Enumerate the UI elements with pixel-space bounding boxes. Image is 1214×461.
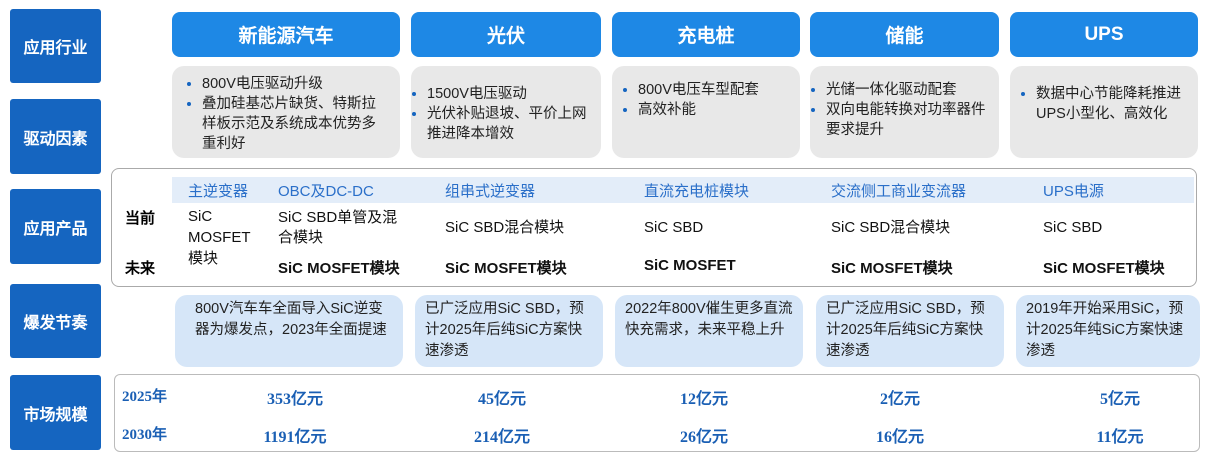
driver-item: 1500V电压驱动	[427, 84, 597, 104]
row-label-drivers: 驱动因素	[10, 99, 101, 174]
row-label-industry: 应用行业	[10, 9, 101, 83]
products-header-band	[172, 177, 1194, 203]
product-current: SiC MOSFET模块	[188, 208, 251, 267]
driver-item: 双向电能转换对功率器件要求提升	[826, 100, 995, 140]
industry-pv: 光伏	[411, 12, 601, 57]
burst-ev: 800V汽车车全面导入SiC逆变器为爆发点，2023年全面提速	[175, 295, 403, 367]
market-value-2030: 11亿元	[1096, 429, 1144, 446]
driver-item: 800V电压驱动升级	[202, 74, 390, 94]
driver-item: 高效补能	[638, 100, 790, 120]
products-panel	[111, 168, 1197, 287]
burst-ups: 2019年开始采用SiC，预计2025年纯SiC方案快速渗透	[1016, 295, 1200, 367]
product-future: SiC MOSFET模块	[1043, 260, 1165, 277]
market-value-2025: 45亿元	[477, 391, 527, 408]
driver-pv: 1500V电压驱动 光伏补贴退坡、平价上网推进降本增效	[411, 66, 601, 158]
driver-item: 800V电压车型配套	[638, 80, 790, 100]
driver-item: 叠加硅基芯片缺货、特斯拉样板示范及系统成本优势多重利好	[202, 94, 390, 154]
driver-charging: 800V电压车型配套 高效补能	[612, 66, 800, 158]
product-name: 主逆变器	[188, 183, 249, 200]
product-name: UPS电源	[1043, 183, 1104, 200]
market-value-2030: 214亿元	[473, 429, 531, 446]
product-future: SiC MOSFET模块	[445, 260, 567, 277]
product-current: SiC SBD单管及混合模块	[278, 209, 398, 246]
burst-pv: 已广泛应用SiC SBD，预计2025年后纯SiC方案快速渗透	[415, 295, 603, 367]
row-label-products: 应用产品	[10, 189, 101, 264]
product-name: OBC及DC-DC	[278, 183, 374, 200]
current-label: 当前	[125, 210, 156, 227]
industry-charging: 充电桩	[612, 12, 800, 57]
driver-ups: 数据中心节能降耗推进UPS小型化、高效化	[1010, 66, 1198, 158]
driver-item: 光储一体化驱动配套	[826, 80, 995, 100]
market-value-2030: 16亿元	[875, 429, 925, 446]
market-value-2025: 5亿元	[1099, 391, 1141, 408]
market-value-2025: 353亿元	[266, 391, 324, 408]
product-current: SiC SBD混合模块	[445, 219, 565, 236]
industry-ups: UPS	[1010, 12, 1198, 57]
product-future: SiC MOSFET模块	[831, 260, 953, 277]
industry-ev: 新能源汽车	[172, 12, 400, 57]
row-label-market: 市场规模	[10, 375, 101, 450]
product-current: SiC SBD混合模块	[831, 219, 951, 236]
market-panel	[114, 374, 1200, 452]
product-name: 组串式逆变器	[445, 183, 536, 200]
market-value-2025: 2亿元	[879, 391, 921, 408]
product-name: 交流侧工商业变流器	[831, 183, 967, 200]
market-value-2030: 1191亿元	[263, 429, 327, 446]
year-2030: 2030年	[122, 427, 168, 443]
market-value-2025: 12亿元	[679, 391, 729, 408]
driver-item: 光伏补贴退坡、平价上网推进降本增效	[427, 104, 597, 144]
row-label-burst: 爆发节奏	[10, 284, 101, 358]
product-current: SiC SBD	[1043, 219, 1103, 236]
burst-storage: 已广泛应用SiC SBD，预计2025年后纯SiC方案快速渗透	[816, 295, 1004, 367]
burst-charging: 2022年800V催生更多直流快充需求，未来平稳上升	[615, 295, 803, 367]
driver-ev: 800V电压驱动升级 叠加硅基芯片缺货、特斯拉样板示范及系统成本优势多重利好	[172, 66, 400, 158]
product-future: SiC MOSFET模块	[278, 260, 400, 277]
year-2025: 2025年	[122, 389, 168, 405]
driver-storage: 光储一体化驱动配套 双向电能转换对功率器件要求提升	[810, 66, 999, 158]
product-name: 直流充电桩模块	[644, 183, 750, 200]
product-current: SiC SBD	[644, 219, 704, 236]
market-value-2030: 26亿元	[679, 429, 729, 446]
future-label: 未来	[125, 260, 156, 277]
driver-item: 数据中心节能降耗推进UPS小型化、高效化	[1036, 84, 1188, 124]
industry-storage: 储能	[810, 12, 999, 57]
product-future: SiC MOSFET	[644, 257, 736, 274]
